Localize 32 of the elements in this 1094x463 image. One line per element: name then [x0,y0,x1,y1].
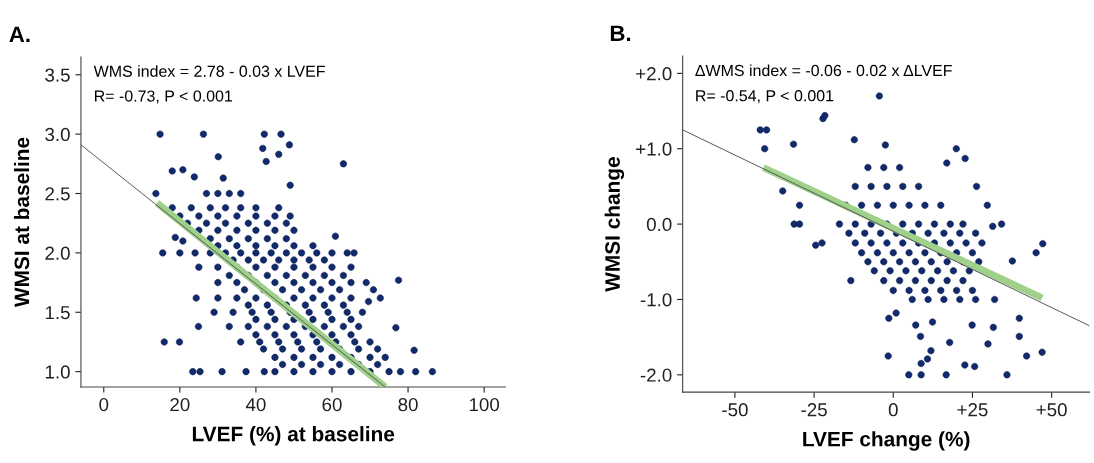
x-axis-title: LVEF change (%) [803,431,970,451]
x-tick-label: 100 [469,397,500,412]
y-tick-label: 2.5 [45,187,70,201]
x-tick-label: 0 [888,403,898,417]
annotation: R= -0.73, P < 0.001 [95,90,233,104]
x-tick-label: +25 [957,403,988,417]
y-tick-label: 2.0 [45,246,70,260]
annotation: ΔWMS index = -0.06 - 0.02 x ΔLVEF [695,64,952,77]
x-tick-label: -50 [722,403,748,417]
x-tick-label: -25 [801,403,827,417]
x-axis-title: LVEF (%) at baseline [192,426,395,446]
annotation: R= -0.54, P < 0.001 [696,90,834,104]
y-tick-label: +1.0 [636,142,672,156]
y-tick-label: 1.5 [45,306,70,320]
y-tick-label: +2.0 [636,67,672,81]
annotation: WMS index = 2.78 - 0.03 x LVEF [93,65,325,77]
x-tick-label: 80 [398,397,418,412]
y-axis-title: WMSI change [604,157,625,292]
y-tick-label: -1.0 [640,293,672,307]
x-tick-label: 0 [99,397,109,412]
y-tick-label: 0.0 [646,217,672,232]
y-tick-label: 3.5 [45,68,70,82]
x-tick-label: 20 [170,397,190,412]
y-tick-label: -2.0 [640,368,672,382]
chart-title: A. [9,26,30,43]
x-tick-label: 40 [245,397,266,412]
y-tick-label: 1.0 [45,365,70,379]
x-tick-label: 60 [322,397,342,412]
y-axis-title: WMSI at baseline [13,137,30,308]
chart-title: B. [610,25,631,41]
y-tick-label: 3.0 [45,127,70,142]
x-tick-label: +50 [1036,403,1067,417]
